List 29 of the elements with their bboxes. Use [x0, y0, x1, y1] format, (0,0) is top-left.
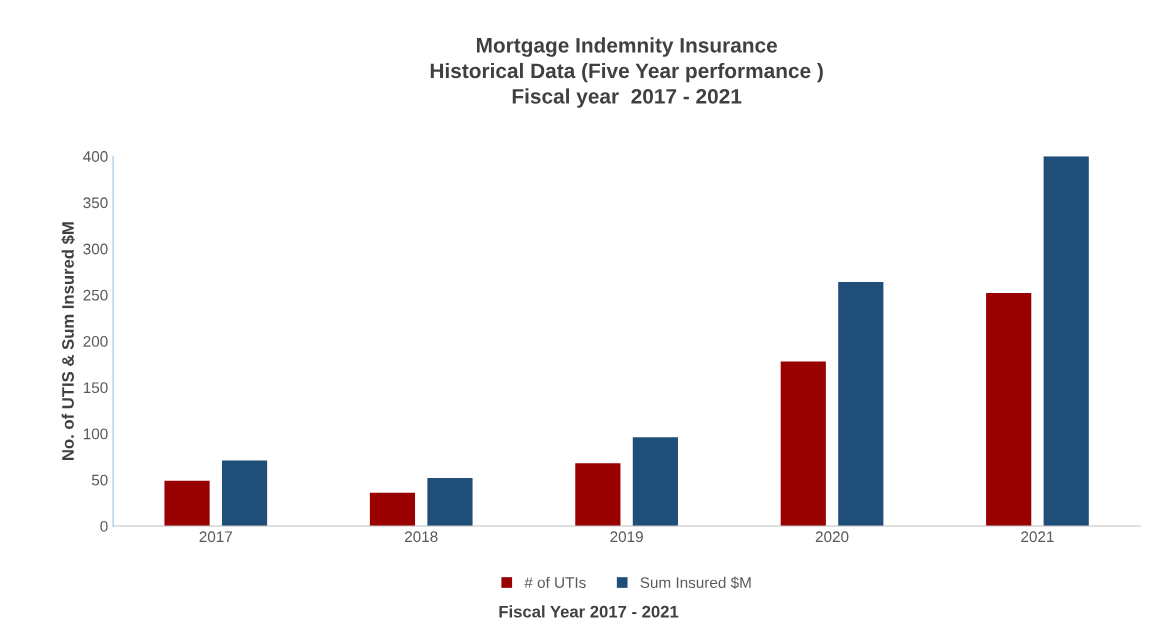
x-tick-label: 2021: [1021, 531, 1054, 543]
y-axis-title: No. of UTIS & Sum Insured $M: [61, 222, 75, 460]
x-tick-label: 2020: [815, 531, 849, 543]
y-tick-label: 0: [100, 520, 108, 532]
bar: [427, 477, 473, 527]
bar: [221, 460, 268, 527]
y-tick-label: 250: [83, 289, 108, 301]
y-tick-label: 150: [83, 382, 108, 394]
bar: [986, 293, 1032, 527]
x-tick-label: 2017: [199, 531, 233, 543]
y-tick-label: 300: [83, 243, 108, 255]
legend-label: Sum Insured $M: [640, 576, 751, 589]
x-tick-label: 2018: [404, 531, 438, 543]
x-tick-label: 2019: [610, 531, 643, 543]
bar: [575, 463, 621, 527]
y-tick-label: 350: [83, 197, 108, 209]
y-tick-label: 50: [91, 474, 108, 486]
bar: [780, 361, 826, 527]
bar: [164, 480, 210, 527]
y-tick-label: 400: [83, 151, 108, 162]
x-axis-title: Fiscal Year 2017 - 2021: [499, 605, 679, 618]
chart-title: Mortgage Indemnity Insurance Historical Data (Five Year performance ) Fiscal year 2017 - 2021: [430, 37, 823, 108]
bar: [1043, 156, 1089, 527]
bar: [838, 281, 884, 527]
bar: [369, 492, 416, 527]
y-tick-label: 200: [83, 336, 108, 347]
legend-label: # of UTIs: [524, 576, 586, 588]
bar: [632, 437, 678, 527]
y-tick-label: 100: [83, 428, 108, 440]
